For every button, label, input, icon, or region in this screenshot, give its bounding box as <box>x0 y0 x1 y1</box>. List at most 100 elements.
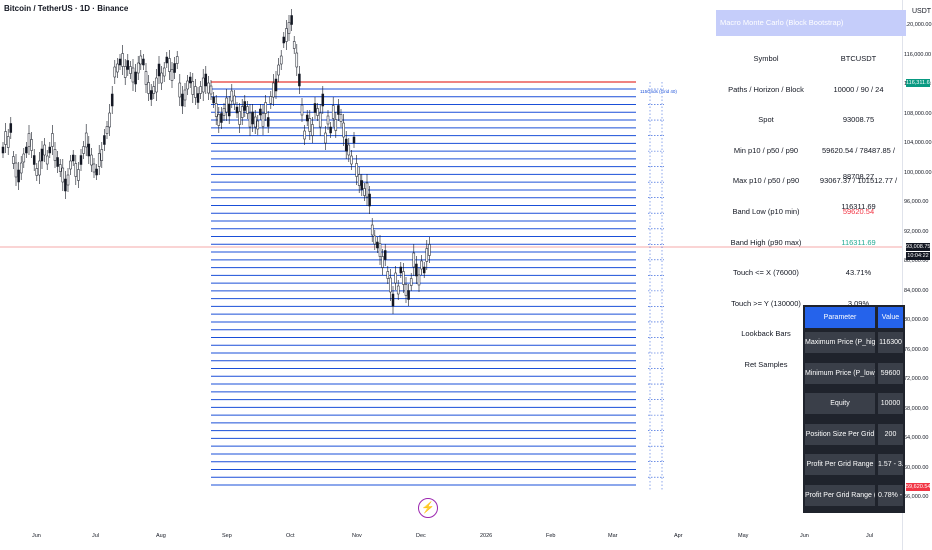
candle-body <box>222 108 226 116</box>
stats-row: Min p10 / p50 / p90 59620.54 / 78487.85 /… <box>716 138 906 181</box>
candle-body <box>9 123 13 133</box>
candle-body <box>162 67 166 77</box>
candle-body <box>17 169 20 183</box>
stats-row: Touch >= Y (130000) 3.09% <box>716 291 906 317</box>
candle-body <box>201 77 205 93</box>
candle-body <box>238 111 241 125</box>
candle-body <box>108 112 111 128</box>
candle-body <box>412 252 416 268</box>
candle-body <box>168 58 171 72</box>
candle-body <box>376 241 379 249</box>
candle-body <box>35 168 39 176</box>
candle-body <box>339 114 343 122</box>
candle-body <box>53 149 57 161</box>
candle-body <box>259 108 262 116</box>
price-tick-label: 72,000.00 <box>904 376 929 382</box>
candle-body <box>170 69 174 81</box>
candle-body <box>409 278 413 286</box>
candle-body <box>100 149 104 161</box>
candle-body <box>56 157 59 167</box>
stats-row-label: Ret Samples <box>744 360 788 369</box>
candle-body <box>103 135 106 145</box>
candle-body <box>342 122 345 138</box>
price-tick-label: 88,000.00 <box>904 258 929 264</box>
stats-row: Band High (p90 max) 116311.69 <box>716 230 906 256</box>
candle-body <box>357 174 361 186</box>
param-row-label: Minimum Price (P_low) <box>805 362 875 384</box>
candle-body <box>95 168 98 176</box>
candle-body <box>240 106 244 118</box>
candle-body <box>97 153 101 167</box>
date-tick-label: Aug <box>156 533 166 539</box>
high-price-badge: 116,311.69 <box>906 79 932 87</box>
param-row-label: Profit Per Grid Range <box>805 454 875 475</box>
candle-body <box>204 73 208 87</box>
date-tick-label: Mar <box>608 533 618 539</box>
candle-body <box>19 162 23 174</box>
candle-body <box>295 52 299 68</box>
candle-body <box>149 90 153 100</box>
candle-body <box>142 58 145 66</box>
price-axis[interactable] <box>902 0 932 550</box>
candle-body <box>370 224 374 236</box>
candle-body <box>352 136 356 144</box>
stats-row-label: Spot <box>758 115 774 125</box>
stats-row: Max p10 / p50 / p90 93067.37 / 101512.77 … <box>716 168 906 211</box>
stats-row-value: 93008.75 <box>842 115 875 125</box>
stats-row-value: BTCUSDT <box>840 54 877 63</box>
date-tick-label: May <box>738 533 749 539</box>
candle-body <box>4 131 7 145</box>
price-tick-label: 104,000.00 <box>904 140 932 146</box>
candle-body <box>84 132 88 148</box>
candle-body <box>92 163 96 173</box>
candle-body <box>360 180 364 190</box>
candle-body <box>422 266 426 274</box>
candle-body <box>311 124 314 136</box>
candle-body <box>74 163 78 177</box>
candle-body <box>144 71 148 85</box>
candle-body <box>266 117 270 127</box>
stats-row-label: Symbol <box>753 54 779 63</box>
candle-body <box>194 86 197 98</box>
lightning-icon[interactable]: ⚡ <box>418 498 438 518</box>
param-row-label: Maximum Price (P_high) <box>805 332 875 353</box>
candle-body <box>253 116 257 128</box>
candle-body <box>51 133 54 147</box>
candle-body <box>116 63 119 73</box>
price-tick-label: 60,000.00 <box>904 464 929 471</box>
candle-body <box>282 36 286 44</box>
candle-body <box>326 115 330 125</box>
param-row-label: Equity <box>805 393 875 414</box>
stats-row-label: Band Low (p10 min) <box>732 207 800 216</box>
candle-body <box>233 95 236 105</box>
candle-body <box>381 256 384 268</box>
candle-body <box>350 155 353 165</box>
param-header-label: Parameter <box>805 307 875 328</box>
current-price-countdown: 10:04:22 <box>906 252 930 260</box>
candle-body <box>251 111 254 125</box>
candle-body <box>363 188 366 196</box>
candle-body <box>344 138 348 152</box>
candle-body <box>136 62 140 74</box>
candle-body <box>227 103 231 117</box>
stats-row-value: 59620.54 <box>842 207 875 216</box>
candle-body <box>404 284 408 296</box>
param-row: Equity 10000 <box>803 391 905 416</box>
value-header-label: Value <box>878 307 903 328</box>
param-row: Maximum Price (P_high) 116300 <box>803 330 905 355</box>
candle-body <box>22 153 26 163</box>
candle-body <box>40 148 44 162</box>
date-tick-label: Jun <box>32 533 41 539</box>
price-tick-label: 56,000.00 <box>904 494 929 500</box>
candle-body <box>243 101 247 111</box>
stats-row-label: Paths / Horizon / Block <box>728 84 804 94</box>
candle-body <box>90 154 93 166</box>
price-chart[interactable]: 115Grids (Grid 40) <box>0 0 902 550</box>
candle-body <box>248 112 252 128</box>
candle-body <box>82 146 85 154</box>
candle-body <box>402 271 405 285</box>
candle-body <box>121 53 124 67</box>
candle-body <box>368 193 371 207</box>
